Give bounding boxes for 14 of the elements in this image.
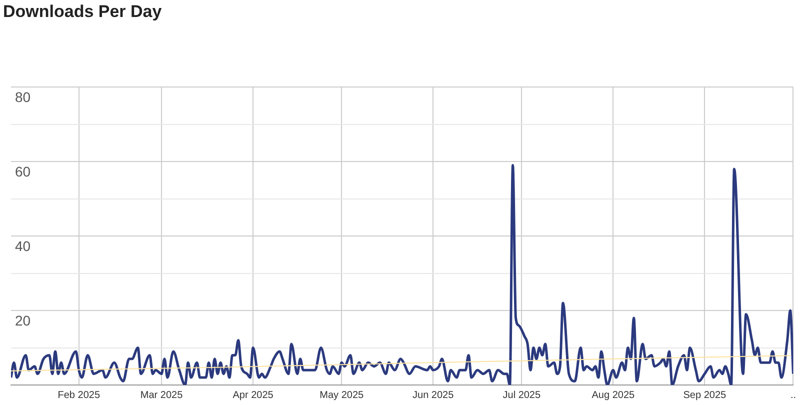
x-tick-label: ..: [790, 390, 796, 401]
chart-title: Downloads Per Day: [3, 2, 162, 22]
x-tick-label: Aug 2025: [592, 390, 636, 401]
x-tick-label: May 2025: [320, 390, 364, 401]
y-tick-label: 80: [15, 88, 31, 105]
y-tick-label: 20: [15, 312, 31, 328]
x-tick-label: Feb 2025: [58, 390, 100, 401]
x-tick-label: Apr 2025: [232, 390, 274, 401]
y-tick-label: 60: [15, 163, 31, 180]
y-tick-label: 40: [15, 238, 31, 254]
x-tick-label: Jul 2025: [502, 390, 541, 401]
x-tick-label: Sep 2025: [683, 390, 727, 401]
x-tick-label: Mar 2025: [140, 390, 184, 401]
x-tick-label: Jun 2025: [412, 390, 454, 401]
